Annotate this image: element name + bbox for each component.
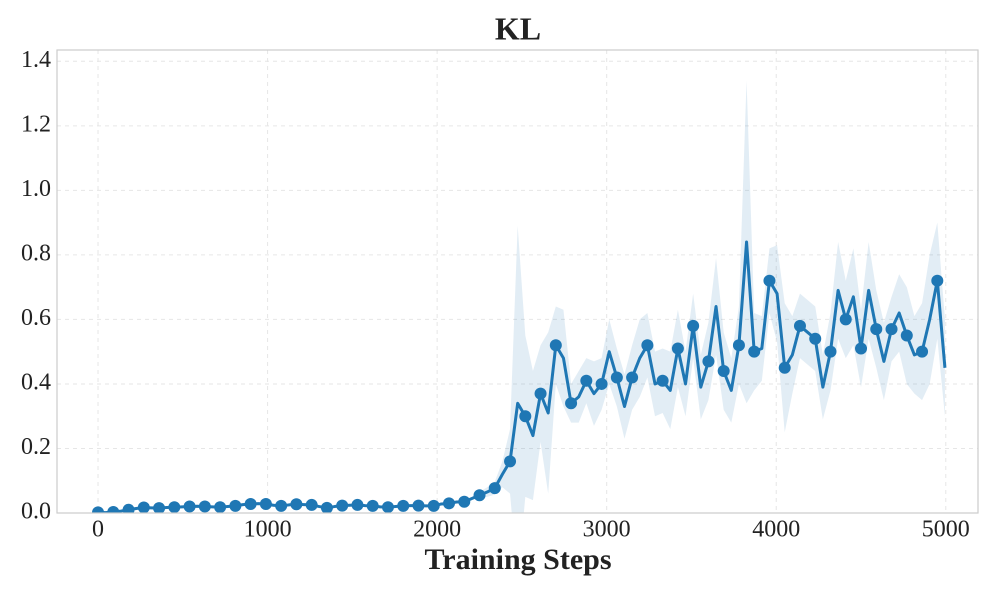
y-tick-label: 1.4 [21, 47, 51, 73]
point [92, 506, 105, 513]
x-axis-label: Training Steps [425, 543, 612, 576]
point [595, 377, 608, 390]
x-tick-label: 2000 [413, 517, 461, 543]
point [763, 274, 776, 287]
point [610, 371, 623, 384]
point [473, 489, 486, 502]
point [656, 374, 669, 387]
point [778, 361, 791, 374]
point [839, 313, 852, 326]
point [443, 497, 456, 510]
point [702, 355, 715, 368]
point [244, 497, 257, 510]
grid [57, 50, 978, 514]
point [626, 371, 639, 384]
point [259, 497, 272, 510]
point [320, 501, 333, 513]
y-tick-label: 0.4 [21, 369, 51, 395]
x-tick-label: 4000 [752, 517, 800, 543]
plot-area [92, 80, 947, 513]
x-tick-label: 1000 [244, 517, 292, 543]
point [504, 455, 517, 468]
point [641, 339, 654, 352]
point [458, 495, 471, 508]
point [214, 501, 227, 513]
point [824, 345, 837, 358]
point [580, 374, 593, 387]
point [168, 501, 181, 513]
point [534, 387, 547, 400]
point [885, 323, 898, 336]
x-tick-label: 5000 [922, 517, 970, 543]
point [427, 499, 440, 512]
point [488, 482, 501, 495]
y-tick-label: 0.8 [21, 240, 51, 266]
y-tick-label: 1.0 [21, 176, 51, 202]
error-band [98, 80, 945, 513]
plot-frame [56, 49, 979, 514]
point [290, 498, 303, 511]
point [565, 397, 578, 410]
point [855, 342, 868, 355]
point [305, 498, 318, 511]
point [748, 345, 761, 358]
y-tick-label: 0.0 [21, 499, 51, 525]
point [397, 499, 410, 512]
point [229, 499, 242, 512]
point [931, 274, 944, 287]
point [183, 500, 196, 513]
point [900, 329, 913, 342]
point [412, 499, 425, 512]
point [793, 319, 806, 332]
point [153, 502, 166, 513]
y-tick-label: 0.2 [21, 434, 51, 460]
point [137, 501, 150, 513]
point [381, 501, 394, 513]
point [122, 503, 135, 513]
point [549, 339, 562, 352]
point [198, 500, 211, 513]
y-tick-label: 1.2 [21, 111, 51, 137]
point [870, 323, 883, 336]
point [336, 499, 349, 512]
point [732, 339, 745, 352]
point [107, 506, 120, 513]
point [687, 319, 700, 332]
x-tick-label: 0 [92, 517, 104, 543]
point [916, 345, 929, 358]
point [671, 342, 684, 355]
x-tick-label: 3000 [583, 517, 631, 543]
point [351, 498, 364, 511]
chart-title: KL [495, 10, 541, 46]
point [519, 410, 532, 423]
y-tick-label: 0.6 [21, 305, 51, 331]
point [809, 332, 822, 345]
point [275, 499, 288, 512]
point [366, 499, 379, 512]
point [717, 365, 730, 378]
